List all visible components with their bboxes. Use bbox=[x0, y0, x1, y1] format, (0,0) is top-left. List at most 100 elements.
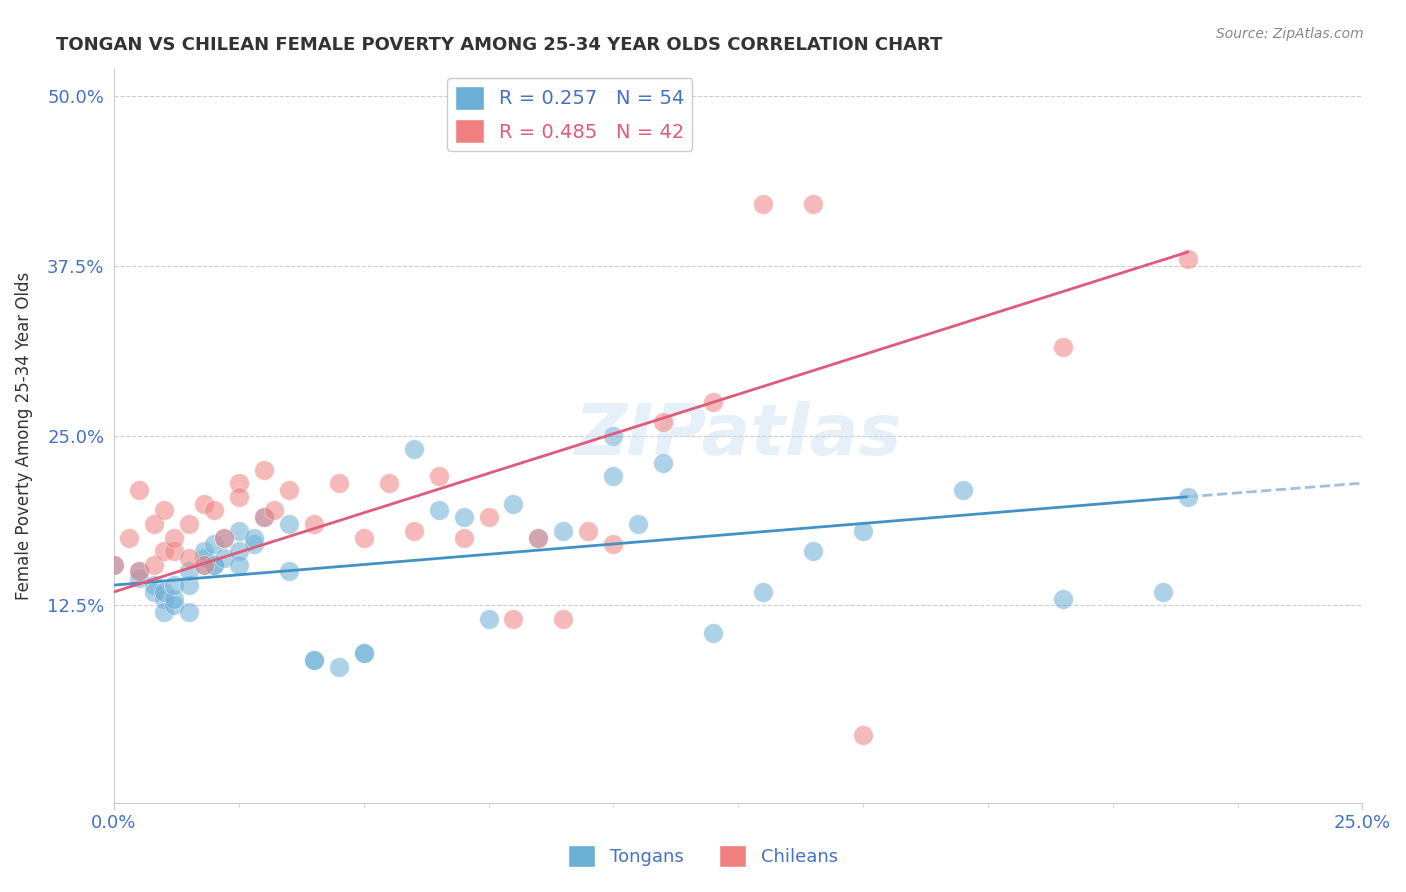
Point bbox=[142, 558, 165, 572]
Point bbox=[702, 394, 724, 409]
Point bbox=[103, 558, 125, 572]
Point bbox=[277, 483, 299, 497]
Point bbox=[477, 510, 499, 524]
Point bbox=[177, 550, 200, 565]
Point bbox=[852, 728, 875, 742]
Point bbox=[453, 531, 475, 545]
Point bbox=[103, 558, 125, 572]
Point bbox=[1177, 490, 1199, 504]
Point bbox=[302, 516, 325, 531]
Point bbox=[302, 653, 325, 667]
Point bbox=[852, 524, 875, 538]
Point bbox=[402, 442, 425, 457]
Point bbox=[228, 558, 250, 572]
Point bbox=[163, 591, 186, 606]
Point bbox=[177, 565, 200, 579]
Point bbox=[163, 531, 186, 545]
Point bbox=[377, 476, 399, 491]
Point bbox=[177, 605, 200, 619]
Point bbox=[142, 516, 165, 531]
Point bbox=[427, 503, 450, 517]
Point bbox=[228, 524, 250, 538]
Point bbox=[602, 469, 624, 483]
Text: TONGAN VS CHILEAN FEMALE POVERTY AMONG 25-34 YEAR OLDS CORRELATION CHART: TONGAN VS CHILEAN FEMALE POVERTY AMONG 2… bbox=[56, 36, 942, 54]
Point bbox=[527, 531, 550, 545]
Point bbox=[193, 544, 215, 558]
Point bbox=[128, 571, 150, 585]
Point bbox=[212, 531, 235, 545]
Point bbox=[212, 531, 235, 545]
Point bbox=[952, 483, 974, 497]
Point bbox=[202, 503, 225, 517]
Point bbox=[153, 591, 176, 606]
Point bbox=[118, 531, 141, 545]
Point bbox=[243, 531, 266, 545]
Point bbox=[142, 585, 165, 599]
Point bbox=[163, 599, 186, 613]
Text: ZIPatlas: ZIPatlas bbox=[575, 401, 901, 470]
Point bbox=[502, 612, 524, 626]
Legend: R = 0.257   N = 54, R = 0.485   N = 42: R = 0.257 N = 54, R = 0.485 N = 42 bbox=[447, 78, 693, 151]
Point bbox=[228, 544, 250, 558]
Point bbox=[193, 550, 215, 565]
Point bbox=[277, 565, 299, 579]
Point bbox=[177, 578, 200, 592]
Point bbox=[1152, 585, 1174, 599]
Point bbox=[228, 490, 250, 504]
Point bbox=[202, 558, 225, 572]
Point bbox=[212, 550, 235, 565]
Point bbox=[202, 558, 225, 572]
Legend: Tongans, Chileans: Tongans, Chileans bbox=[561, 838, 845, 874]
Point bbox=[243, 537, 266, 551]
Point bbox=[253, 510, 276, 524]
Point bbox=[801, 197, 824, 211]
Point bbox=[602, 537, 624, 551]
Point bbox=[193, 558, 215, 572]
Point bbox=[752, 585, 775, 599]
Point bbox=[553, 612, 575, 626]
Point bbox=[177, 516, 200, 531]
Point bbox=[153, 544, 176, 558]
Point bbox=[353, 646, 375, 660]
Point bbox=[801, 544, 824, 558]
Text: Source: ZipAtlas.com: Source: ZipAtlas.com bbox=[1216, 27, 1364, 41]
Point bbox=[627, 516, 650, 531]
Point bbox=[253, 510, 276, 524]
Point bbox=[253, 462, 276, 476]
Point bbox=[553, 524, 575, 538]
Point bbox=[752, 197, 775, 211]
Point bbox=[702, 625, 724, 640]
Point bbox=[402, 524, 425, 538]
Point bbox=[228, 476, 250, 491]
Point bbox=[502, 496, 524, 510]
Point bbox=[527, 531, 550, 545]
Point bbox=[353, 646, 375, 660]
Point bbox=[153, 605, 176, 619]
Point bbox=[128, 565, 150, 579]
Point bbox=[1177, 252, 1199, 266]
Point bbox=[453, 510, 475, 524]
Point bbox=[128, 483, 150, 497]
Point bbox=[427, 469, 450, 483]
Point bbox=[328, 476, 350, 491]
Point bbox=[302, 653, 325, 667]
Point bbox=[652, 415, 675, 429]
Point bbox=[263, 503, 285, 517]
Point bbox=[1052, 340, 1074, 354]
Point bbox=[153, 503, 176, 517]
Y-axis label: Female Poverty Among 25-34 Year Olds: Female Poverty Among 25-34 Year Olds bbox=[15, 271, 32, 599]
Point bbox=[142, 578, 165, 592]
Point bbox=[202, 537, 225, 551]
Point bbox=[277, 516, 299, 531]
Point bbox=[477, 612, 499, 626]
Point bbox=[193, 496, 215, 510]
Point bbox=[652, 456, 675, 470]
Point bbox=[153, 585, 176, 599]
Point bbox=[163, 578, 186, 592]
Point bbox=[353, 531, 375, 545]
Point bbox=[602, 428, 624, 442]
Point bbox=[1052, 591, 1074, 606]
Point bbox=[328, 659, 350, 673]
Point bbox=[128, 565, 150, 579]
Point bbox=[163, 544, 186, 558]
